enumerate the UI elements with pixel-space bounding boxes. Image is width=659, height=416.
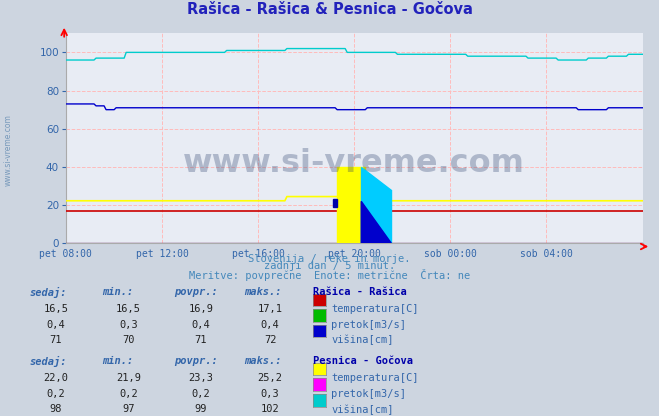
Text: 25,2: 25,2: [258, 373, 283, 383]
Text: min.:: min.:: [102, 357, 133, 366]
Text: višina[cm]: višina[cm]: [331, 335, 394, 346]
Bar: [337, 167, 365, 243]
Text: pet 20:00: pet 20:00: [328, 249, 381, 259]
Text: Rašica - Rašica & Pesnica - Gočova: Rašica - Rašica & Pesnica - Gočova: [186, 2, 473, 17]
Text: maks.:: maks.:: [244, 357, 281, 366]
Text: pretok[m3/s]: pretok[m3/s]: [331, 319, 407, 329]
Bar: [333, 199, 337, 207]
Polygon shape: [361, 167, 391, 243]
Text: sob 04:00: sob 04:00: [520, 249, 573, 259]
Polygon shape: [361, 201, 391, 243]
Text: 16,5: 16,5: [43, 304, 69, 314]
Text: 0,2: 0,2: [119, 389, 138, 399]
Text: 72: 72: [264, 335, 276, 345]
Text: 0,3: 0,3: [119, 319, 138, 329]
Text: www.si-vreme.com: www.si-vreme.com: [4, 114, 13, 186]
Text: 98: 98: [50, 404, 62, 414]
Text: sob 00:00: sob 00:00: [424, 249, 476, 259]
Text: temperatura[C]: temperatura[C]: [331, 304, 419, 314]
Text: min.:: min.:: [102, 287, 133, 297]
Text: 71: 71: [195, 335, 207, 345]
Text: povpr.:: povpr.:: [175, 357, 218, 366]
Text: povpr.:: povpr.:: [175, 287, 218, 297]
Text: 17,1: 17,1: [258, 304, 283, 314]
Text: 71: 71: [50, 335, 62, 345]
Text: 0,4: 0,4: [47, 319, 65, 329]
Text: sedaj:: sedaj:: [30, 287, 67, 298]
Text: višina[cm]: višina[cm]: [331, 404, 394, 415]
Text: Meritve: povprečne  Enote: metrične  Črta: ne: Meritve: povprečne Enote: metrične Črta:…: [189, 269, 470, 281]
Text: Pesnica - Gočova: Pesnica - Gočova: [313, 357, 413, 366]
Text: 22,0: 22,0: [43, 373, 69, 383]
Text: 97: 97: [123, 404, 134, 414]
Text: 23,3: 23,3: [188, 373, 214, 383]
Text: 21,9: 21,9: [116, 373, 141, 383]
Text: pet 12:00: pet 12:00: [136, 249, 188, 259]
Text: pet 16:00: pet 16:00: [232, 249, 285, 259]
Text: 0,2: 0,2: [192, 389, 210, 399]
Text: 16,9: 16,9: [188, 304, 214, 314]
Text: 70: 70: [123, 335, 134, 345]
Text: sedaj:: sedaj:: [30, 357, 67, 367]
Text: temperatura[C]: temperatura[C]: [331, 373, 419, 383]
Text: maks.:: maks.:: [244, 287, 281, 297]
Text: 16,5: 16,5: [116, 304, 141, 314]
Text: Slovenija / reke in morje.: Slovenija / reke in morje.: [248, 254, 411, 264]
Text: 0,2: 0,2: [47, 389, 65, 399]
Text: Rašica - Rašica: Rašica - Rašica: [313, 287, 407, 297]
Text: 99: 99: [195, 404, 207, 414]
Text: www.si-vreme.com: www.si-vreme.com: [183, 148, 525, 179]
Text: pretok[m3/s]: pretok[m3/s]: [331, 389, 407, 399]
Text: 0,4: 0,4: [261, 319, 279, 329]
Text: pet 08:00: pet 08:00: [40, 249, 92, 259]
Text: zadnji dan / 5 minut.: zadnji dan / 5 minut.: [264, 261, 395, 271]
Text: 0,4: 0,4: [192, 319, 210, 329]
Text: 0,3: 0,3: [261, 389, 279, 399]
Text: 102: 102: [261, 404, 279, 414]
